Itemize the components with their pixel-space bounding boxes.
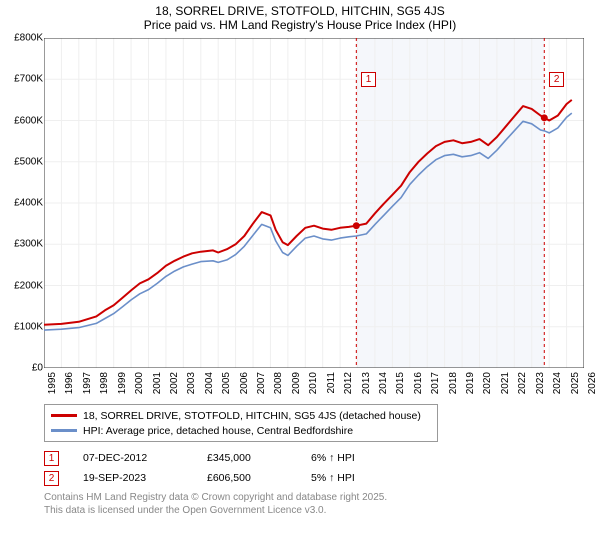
x-axis-label: 1998 (99, 372, 110, 394)
y-axis-label: £200K (14, 280, 43, 291)
chart-title: 18, SORREL DRIVE, STOTFOLD, HITCHIN, SG5… (0, 0, 600, 32)
title-line-2: Price paid vs. HM Land Registry's House … (0, 18, 600, 32)
x-axis-label: 2016 (413, 372, 424, 394)
y-axis-label: £0 (32, 363, 43, 374)
legend-label: 18, SORREL DRIVE, STOTFOLD, HITCHIN, SG5… (83, 410, 421, 422)
event-date: 07-DEC-2012 (83, 452, 183, 464)
event-marker: 2 (44, 471, 59, 486)
footer-line-1: Contains HM Land Registry data © Crown c… (44, 492, 600, 505)
x-axis-label: 2010 (308, 372, 319, 394)
title-line-1: 18, SORREL DRIVE, STOTFOLD, HITCHIN, SG5… (0, 4, 600, 18)
x-axis-label: 2009 (291, 372, 302, 394)
chart-marker-1: 1 (361, 72, 376, 87)
x-axis-label: 2003 (186, 372, 197, 394)
legend-item: HPI: Average price, detached house, Cent… (51, 423, 431, 438)
event-date: 19-SEP-2023 (83, 472, 183, 484)
x-axis-label: 2018 (448, 372, 459, 394)
legend-swatch (51, 414, 77, 417)
y-axis-label: £100K (14, 321, 43, 332)
x-axis-label: 2006 (239, 372, 250, 394)
event-row: 1 07-DEC-2012 £345,000 6% ↑ HPI (44, 448, 600, 468)
x-axis-label: 2017 (430, 372, 441, 394)
event-price: £345,000 (207, 452, 287, 464)
x-axis-label: 2007 (256, 372, 267, 394)
x-axis-label: 2023 (535, 372, 546, 394)
chart-area: £0£100K£200K£300K£400K£500K£600K£700K£80… (44, 38, 600, 402)
x-axis-label: 2019 (465, 372, 476, 394)
x-axis-label: 2015 (395, 372, 406, 394)
x-axis-label: 2020 (482, 372, 493, 394)
event-price: £606,500 (207, 472, 287, 484)
x-axis-label: 1995 (47, 372, 58, 394)
x-axis-label: 2013 (361, 372, 372, 394)
chart-svg (44, 38, 584, 368)
x-axis-label: 2021 (500, 372, 511, 394)
legend: 18, SORREL DRIVE, STOTFOLD, HITCHIN, SG5… (44, 404, 438, 442)
x-axis-label: 1996 (64, 372, 75, 394)
x-axis-label: 2005 (221, 372, 232, 394)
x-axis-label: 2001 (152, 372, 163, 394)
y-axis-label: £600K (14, 115, 43, 126)
x-axis-label: 2000 (134, 372, 145, 394)
y-axis-label: £300K (14, 239, 43, 250)
y-axis-label: £800K (14, 33, 43, 44)
event-pct: 5% ↑ HPI (311, 472, 355, 484)
legend-swatch (51, 429, 77, 432)
event-pct: 6% ↑ HPI (311, 452, 355, 464)
x-axis-label: 2002 (169, 372, 180, 394)
x-axis-label: 1999 (117, 372, 128, 394)
x-axis-label: 1997 (82, 372, 93, 394)
x-axis-label: 2004 (204, 372, 215, 394)
x-axis-label: 2011 (326, 372, 337, 394)
event-row: 2 19-SEP-2023 £606,500 5% ↑ HPI (44, 468, 600, 488)
y-axis-label: £400K (14, 198, 43, 209)
legend-label: HPI: Average price, detached house, Cent… (83, 425, 353, 437)
footer-line-2: This data is licensed under the Open Gov… (44, 505, 600, 518)
legend-item: 18, SORREL DRIVE, STOTFOLD, HITCHIN, SG5… (51, 408, 431, 423)
x-axis-label: 2014 (378, 372, 389, 394)
event-marker: 1 (44, 451, 59, 466)
x-axis-label: 2024 (552, 372, 563, 394)
event-table: 1 07-DEC-2012 £345,000 6% ↑ HPI 2 19-SEP-2023… (44, 448, 600, 488)
footer-attribution: Contains HM Land Registry data © Crown c… (44, 492, 600, 517)
y-axis-label: £700K (14, 74, 43, 85)
x-axis-label: 2026 (587, 372, 598, 394)
y-axis-label: £500K (14, 156, 43, 167)
x-axis-label: 2022 (517, 372, 528, 394)
chart-marker-2: 2 (549, 72, 564, 87)
x-axis-label: 2008 (273, 372, 284, 394)
x-axis-label: 2025 (570, 372, 581, 394)
x-axis-label: 2012 (343, 372, 354, 394)
